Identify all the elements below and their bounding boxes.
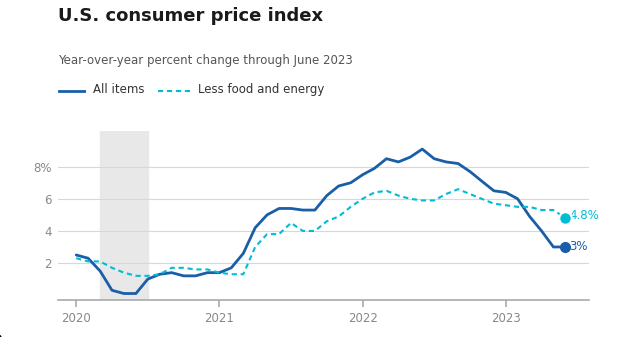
Text: 4.8%: 4.8% <box>569 209 599 222</box>
Text: U.S. consumer price index: U.S. consumer price index <box>58 7 323 25</box>
Text: All items: All items <box>93 83 144 96</box>
Bar <box>100 131 148 300</box>
Text: Less food and energy: Less food and energy <box>198 83 324 96</box>
Text: Year-over-year percent change through June 2023: Year-over-year percent change through Ju… <box>58 54 353 67</box>
Text: 3%: 3% <box>569 241 588 253</box>
